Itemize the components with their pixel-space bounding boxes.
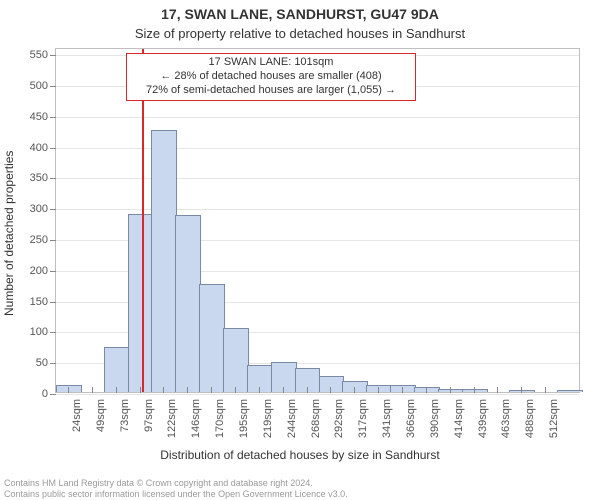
y-tick — [50, 271, 56, 272]
x-tick — [92, 387, 93, 393]
x-tick-label: 244sqm — [286, 399, 298, 438]
y-tick-label: 250 — [30, 234, 48, 246]
gridline — [56, 209, 579, 210]
y-tick — [50, 148, 56, 149]
x-tick — [402, 387, 403, 393]
y-tick — [50, 240, 56, 241]
y-tick — [50, 55, 56, 56]
y-tick-label: 200 — [30, 265, 48, 277]
y-tick — [50, 117, 56, 118]
x-tick — [116, 387, 117, 393]
histogram-bar — [151, 130, 177, 392]
x-tick-label: 268sqm — [310, 399, 322, 438]
y-tick — [50, 209, 56, 210]
histogram-bar — [223, 328, 249, 392]
x-tick — [521, 387, 522, 393]
x-tick — [163, 387, 164, 393]
annotation-line2: ← 28% of detached houses are smaller (40… — [133, 70, 409, 84]
histogram-bar — [557, 390, 583, 392]
y-tick-label: 500 — [30, 80, 48, 92]
y-tick — [50, 302, 56, 303]
footer: Contains HM Land Registry data © Crown c… — [4, 478, 348, 500]
x-tick-label: 317sqm — [357, 399, 369, 438]
gridline — [56, 117, 579, 118]
x-tick-label: 97sqm — [143, 399, 155, 432]
x-tick-label: 390sqm — [429, 399, 441, 438]
y-tick-label: 300 — [30, 203, 48, 215]
x-tick — [259, 387, 260, 393]
gridline — [56, 148, 579, 149]
histogram-bar — [104, 347, 130, 392]
x-tick — [497, 387, 498, 393]
x-tick — [354, 387, 355, 393]
x-tick — [235, 387, 236, 393]
histogram-bar — [175, 215, 201, 392]
page-subtitle: Size of property relative to detached ho… — [0, 26, 600, 41]
y-tick — [50, 363, 56, 364]
histogram-bar — [199, 284, 225, 392]
x-axis-label: Distribution of detached houses by size … — [0, 448, 600, 462]
page-title: 17, SWAN LANE, SANDHURST, GU47 9DA — [0, 6, 600, 22]
y-axis-label: Number of detached properties — [2, 150, 16, 315]
x-tick-label: 122sqm — [166, 399, 178, 438]
gridline — [56, 178, 579, 179]
histogram-bar — [414, 387, 440, 392]
y-tick — [50, 394, 56, 395]
gridline — [56, 394, 579, 395]
x-tick-label: 414sqm — [453, 399, 465, 438]
x-tick-label: 49sqm — [95, 399, 107, 432]
y-tick — [50, 86, 56, 87]
x-tick-label: 170sqm — [214, 399, 226, 438]
x-tick — [378, 387, 379, 393]
x-tick — [283, 387, 284, 393]
x-tick-label: 488sqm — [524, 399, 536, 438]
annotation-line3: 72% of semi-detached houses are larger (… — [133, 84, 409, 98]
footer-line2: Contains public sector information licen… — [4, 489, 348, 500]
x-tick-label: 24sqm — [71, 399, 83, 432]
x-tick — [545, 387, 546, 393]
y-tick-label: 150 — [30, 296, 48, 308]
y-tick-label: 350 — [30, 172, 48, 184]
y-tick — [50, 332, 56, 333]
x-tick-label: 439sqm — [477, 399, 489, 438]
x-tick — [474, 387, 475, 393]
x-tick-label: 341sqm — [381, 399, 393, 438]
y-tick-label: 100 — [30, 326, 48, 338]
x-tick — [187, 387, 188, 393]
histogram-bar — [319, 376, 345, 392]
x-tick — [307, 387, 308, 393]
x-tick — [211, 387, 212, 393]
y-tick — [50, 178, 56, 179]
histogram-bar — [509, 390, 535, 392]
y-tick-label: 550 — [30, 49, 48, 61]
histogram-bar — [56, 385, 82, 392]
annotation-line1: 17 SWAN LANE: 101sqm — [133, 56, 409, 70]
x-tick-label: 146sqm — [190, 399, 202, 438]
x-tick-label: 512sqm — [548, 399, 560, 438]
y-tick-label: 50 — [36, 357, 48, 369]
x-tick-label: 366sqm — [405, 399, 417, 438]
footer-line1: Contains HM Land Registry data © Crown c… — [4, 478, 348, 489]
x-tick — [140, 387, 141, 393]
chart-plot-area: 05010015020025030035040045050055024sqm49… — [55, 48, 580, 393]
x-tick — [330, 387, 331, 393]
x-tick-label: 195sqm — [238, 399, 250, 438]
x-tick-label: 73sqm — [119, 399, 131, 432]
x-tick — [68, 387, 69, 393]
x-tick-label: 463sqm — [500, 399, 512, 438]
x-tick — [426, 387, 427, 393]
y-tick-label: 400 — [30, 142, 48, 154]
histogram-bar — [128, 214, 154, 392]
x-tick-label: 292sqm — [333, 399, 345, 438]
histogram-bar — [342, 381, 368, 392]
x-tick — [450, 387, 451, 393]
y-tick-label: 450 — [30, 111, 48, 123]
histogram-bar — [247, 365, 273, 392]
annotation-box: 17 SWAN LANE: 101sqm ← 28% of detached h… — [126, 53, 416, 101]
y-tick-label: 0 — [42, 388, 48, 400]
x-tick-label: 219sqm — [262, 399, 274, 438]
